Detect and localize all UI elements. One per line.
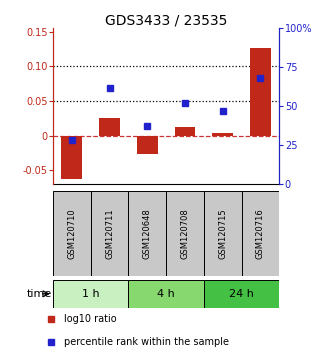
Bar <box>204 280 279 308</box>
Bar <box>137 136 158 154</box>
Text: GSM120716: GSM120716 <box>256 208 265 259</box>
Title: GDS3433 / 23535: GDS3433 / 23535 <box>105 13 227 27</box>
Text: GSM120715: GSM120715 <box>218 208 227 259</box>
Bar <box>99 118 120 136</box>
Text: log10 ratio: log10 ratio <box>64 314 117 325</box>
Bar <box>61 136 82 178</box>
Text: time: time <box>27 289 52 299</box>
Text: GSM120708: GSM120708 <box>180 208 189 259</box>
Bar <box>204 191 241 276</box>
Bar <box>128 191 166 276</box>
Text: percentile rank within the sample: percentile rank within the sample <box>64 337 229 348</box>
Bar <box>250 48 271 136</box>
Text: GSM120710: GSM120710 <box>67 208 76 259</box>
Bar <box>53 280 128 308</box>
Bar <box>166 191 204 276</box>
Bar <box>241 191 279 276</box>
Text: 24 h: 24 h <box>229 289 254 299</box>
Bar <box>128 280 204 308</box>
Bar <box>53 191 91 276</box>
Bar <box>91 191 128 276</box>
Bar <box>212 133 233 136</box>
Text: GSM120648: GSM120648 <box>143 208 152 259</box>
Text: GSM120711: GSM120711 <box>105 208 114 259</box>
Text: 1 h: 1 h <box>82 289 100 299</box>
Bar <box>175 127 195 136</box>
Text: 4 h: 4 h <box>157 289 175 299</box>
